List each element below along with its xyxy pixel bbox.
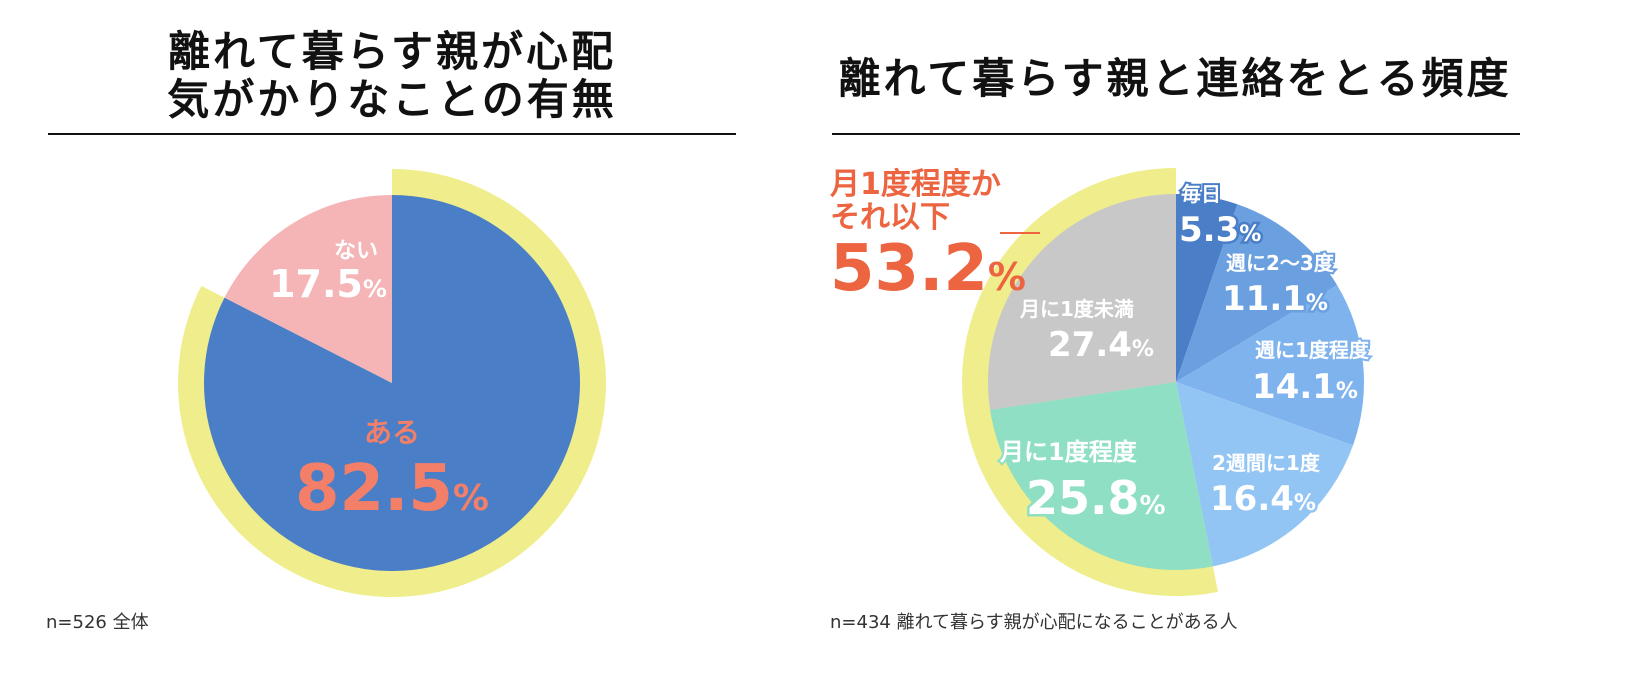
right-value-weekly23-number: 11.1: [1222, 279, 1306, 319]
right-slice-1: [1176, 204, 1338, 382]
callout-value-number: 53.2: [830, 232, 988, 306]
right-value-lessmonthly: 27.4%: [1048, 325, 1154, 365]
left-value-aru: 82.5%: [295, 452, 489, 526]
left-title-rule: [48, 133, 736, 135]
right-slice-4: [990, 382, 1213, 570]
right-value-daily-number: 5.3: [1179, 210, 1239, 250]
right-value-weekly1: 14.1%: [1252, 367, 1358, 407]
right-slice-0: [1176, 194, 1238, 382]
right-value-lessmonthly-number: 27.4: [1048, 325, 1132, 365]
right-slice-5: [987, 194, 1176, 410]
callout-line2: それ以下: [830, 200, 950, 235]
left-value-aru-unit: %: [453, 478, 489, 519]
left-sample-note: n=526 全体: [46, 612, 149, 633]
right-label-lessmonthly: 月に1度未満: [1019, 297, 1134, 321]
callout-value-unit: %: [988, 255, 1026, 299]
right-slice-3: [1176, 382, 1354, 567]
right-value-weekly1-number: 14.1: [1252, 367, 1336, 407]
right-value-monthly-unit: %: [1140, 491, 1166, 521]
left-value-nai-unit: %: [363, 275, 387, 303]
right-value-weekly23-unit: %: [1306, 291, 1328, 316]
right-chart-title: 離れて暮らす親と連絡をとる頻度: [838, 54, 1512, 103]
left-title-line2: 気がかりなことの有無: [167, 75, 617, 124]
right-value-biweekly-number: 16.4: [1210, 479, 1294, 519]
left-title-line1: 離れて暮らす親が心配: [168, 27, 616, 76]
right-label-daily: 毎日: [1181, 182, 1221, 206]
callout-line1: 月1度程度か: [830, 167, 1001, 202]
left-chart-title: 離れて暮らす親が心配 気がかりなことの有無: [48, 28, 736, 124]
left-slice-1: [224, 195, 392, 383]
right-value-lessmonthly-unit: %: [1132, 337, 1154, 362]
right-label-weekly23: 週に2～3度: [1226, 251, 1335, 275]
right-label-weekly1: 週に1度程度: [1255, 338, 1370, 362]
left-value-aru-number: 82.5: [295, 452, 453, 526]
right-value-daily-unit: %: [1239, 222, 1261, 247]
right-value-monthly-number: 25.8: [1026, 471, 1140, 525]
left-value-nai: 17.5%: [269, 262, 387, 306]
right-value-daily: 5.3%: [1179, 210, 1261, 250]
right-value-weekly23: 11.1%: [1222, 279, 1328, 319]
right-value-weekly1-unit: %: [1336, 379, 1358, 404]
left-label-aru: ある: [364, 416, 420, 449]
right-slice-2: [1176, 285, 1364, 446]
right-pie: [987, 194, 1364, 570]
right-label-monthly: 月に1度程度: [999, 438, 1138, 466]
right-value-biweekly-unit: %: [1294, 491, 1316, 516]
left-label-nai: ない: [334, 239, 378, 264]
left-value-nai-number: 17.5: [269, 262, 363, 306]
right-sample-note: n=434 離れて暮らす親が心配になることがある人: [830, 612, 1238, 633]
callout-value: 53.2%: [830, 232, 1026, 306]
right-title-rule: [832, 133, 1520, 135]
right-label-biweekly: 2週間に1度: [1212, 451, 1321, 475]
right-value-monthly: 25.8%: [1026, 471, 1166, 525]
left-pie: [203, 195, 580, 571]
right-value-biweekly: 16.4%: [1210, 479, 1316, 519]
